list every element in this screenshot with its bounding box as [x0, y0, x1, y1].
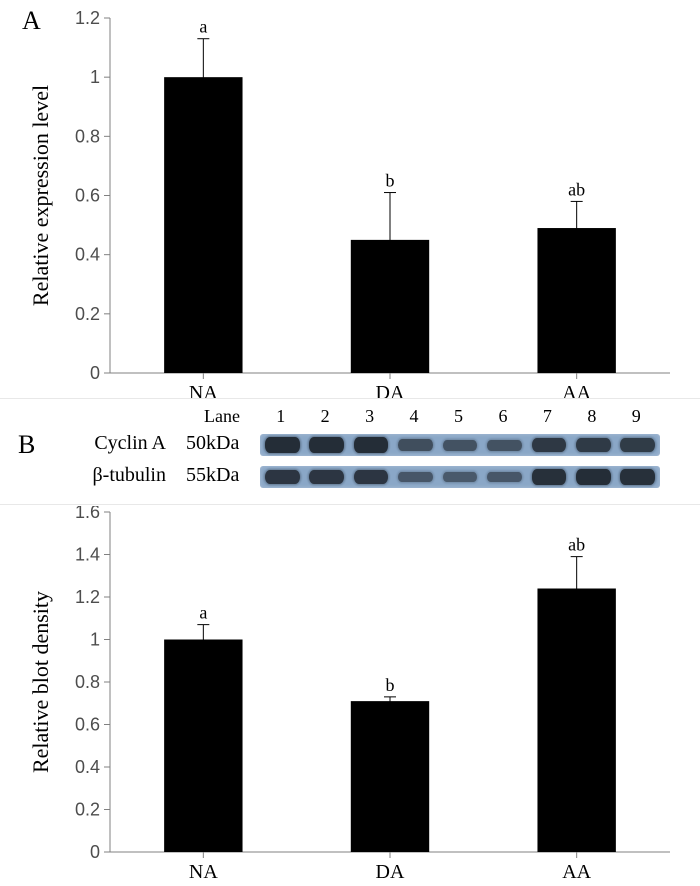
bar	[537, 589, 615, 853]
blot-strip	[260, 466, 660, 488]
svg-text:0.8: 0.8	[75, 126, 100, 146]
blot-band	[265, 470, 300, 485]
svg-text:1.2: 1.2	[75, 8, 100, 28]
blot-band	[487, 440, 522, 451]
significance-label: b	[386, 675, 395, 695]
lane-header-label: Lane	[204, 406, 240, 427]
bar	[164, 77, 242, 373]
svg-text:0.4: 0.4	[75, 757, 100, 777]
blot-section: Lane 1 2 3 4 5 6 7 8 9 B Cyclin A 50kDa β-tubulin 5…	[0, 406, 700, 502]
lane-number: 3	[365, 406, 374, 427]
lane-number: 8	[587, 406, 596, 427]
y-axis-label: Relative expression level	[28, 85, 53, 306]
svg-text:0.6: 0.6	[75, 186, 100, 206]
blot-band	[620, 469, 655, 484]
separator-bottom	[0, 504, 700, 505]
significance-label: a	[199, 603, 207, 623]
svg-text:1: 1	[90, 67, 100, 87]
significance-label: ab	[568, 535, 585, 555]
blot-band	[487, 472, 522, 483]
y-axis-label: Relative blot density	[28, 591, 53, 773]
significance-label: ab	[568, 179, 585, 199]
blot-band	[532, 438, 567, 452]
lane-number: 6	[498, 406, 507, 427]
blot-band	[576, 469, 611, 485]
blot-row-name: β-tubulin	[46, 464, 166, 487]
svg-text:0: 0	[90, 363, 100, 383]
significance-label: b	[386, 171, 395, 191]
blot-band	[309, 437, 344, 453]
svg-text:0.2: 0.2	[75, 304, 100, 324]
panel-b-letter: B	[18, 430, 35, 460]
svg-text:0.6: 0.6	[75, 715, 100, 735]
blot-band	[443, 472, 478, 482]
svg-text:1.6: 1.6	[75, 506, 100, 522]
svg-text:0.4: 0.4	[75, 245, 100, 265]
category-label: NA	[189, 861, 218, 883]
svg-text:0: 0	[90, 842, 100, 862]
blot-band	[265, 437, 300, 453]
blot-band	[620, 438, 655, 452]
svg-text:1.2: 1.2	[75, 587, 100, 607]
figure-root: A 00.20.40.60.811.2Relative expression l…	[0, 0, 700, 884]
lane-number: 1	[276, 406, 285, 427]
lane-number: 2	[321, 406, 330, 427]
blot-band	[443, 440, 478, 451]
lane-number: 7	[543, 406, 552, 427]
blot-row-mw: 55kDa	[186, 464, 239, 487]
panel-a-chart: 0 0.2 0.4 0.6 0.8 1 1.2 Relative expression lev…	[0, 0, 700, 400]
blot-band	[532, 469, 567, 484]
separator-top	[0, 398, 700, 399]
svg-text:1: 1	[90, 630, 100, 650]
bar	[164, 640, 242, 853]
category-label: AA	[562, 861, 591, 883]
category-label: DA	[376, 861, 405, 883]
blot-band	[354, 470, 389, 485]
blot-band	[309, 470, 344, 485]
blot-strip	[260, 434, 660, 456]
lane-number: 4	[410, 406, 419, 427]
blot-row-name: Cyclin A	[46, 432, 166, 455]
panel-b-chart: 0 0.2 0.4 0.6 0.8 1 1.2 1.4 1.6 Relative blot den…	[0, 506, 700, 886]
lane-number: 9	[632, 406, 641, 427]
svg-text:1.4: 1.4	[75, 545, 100, 565]
lane-number: 5	[454, 406, 463, 427]
blot-band	[576, 438, 611, 452]
blot-band	[354, 437, 389, 453]
bar	[351, 701, 429, 852]
significance-label: a	[199, 17, 207, 37]
svg-text:0.2: 0.2	[75, 800, 100, 820]
blot-band	[398, 472, 433, 483]
svg-text:0.8: 0.8	[75, 672, 100, 692]
blot-band	[398, 439, 433, 451]
blot-row-mw: 50kDa	[186, 432, 239, 455]
